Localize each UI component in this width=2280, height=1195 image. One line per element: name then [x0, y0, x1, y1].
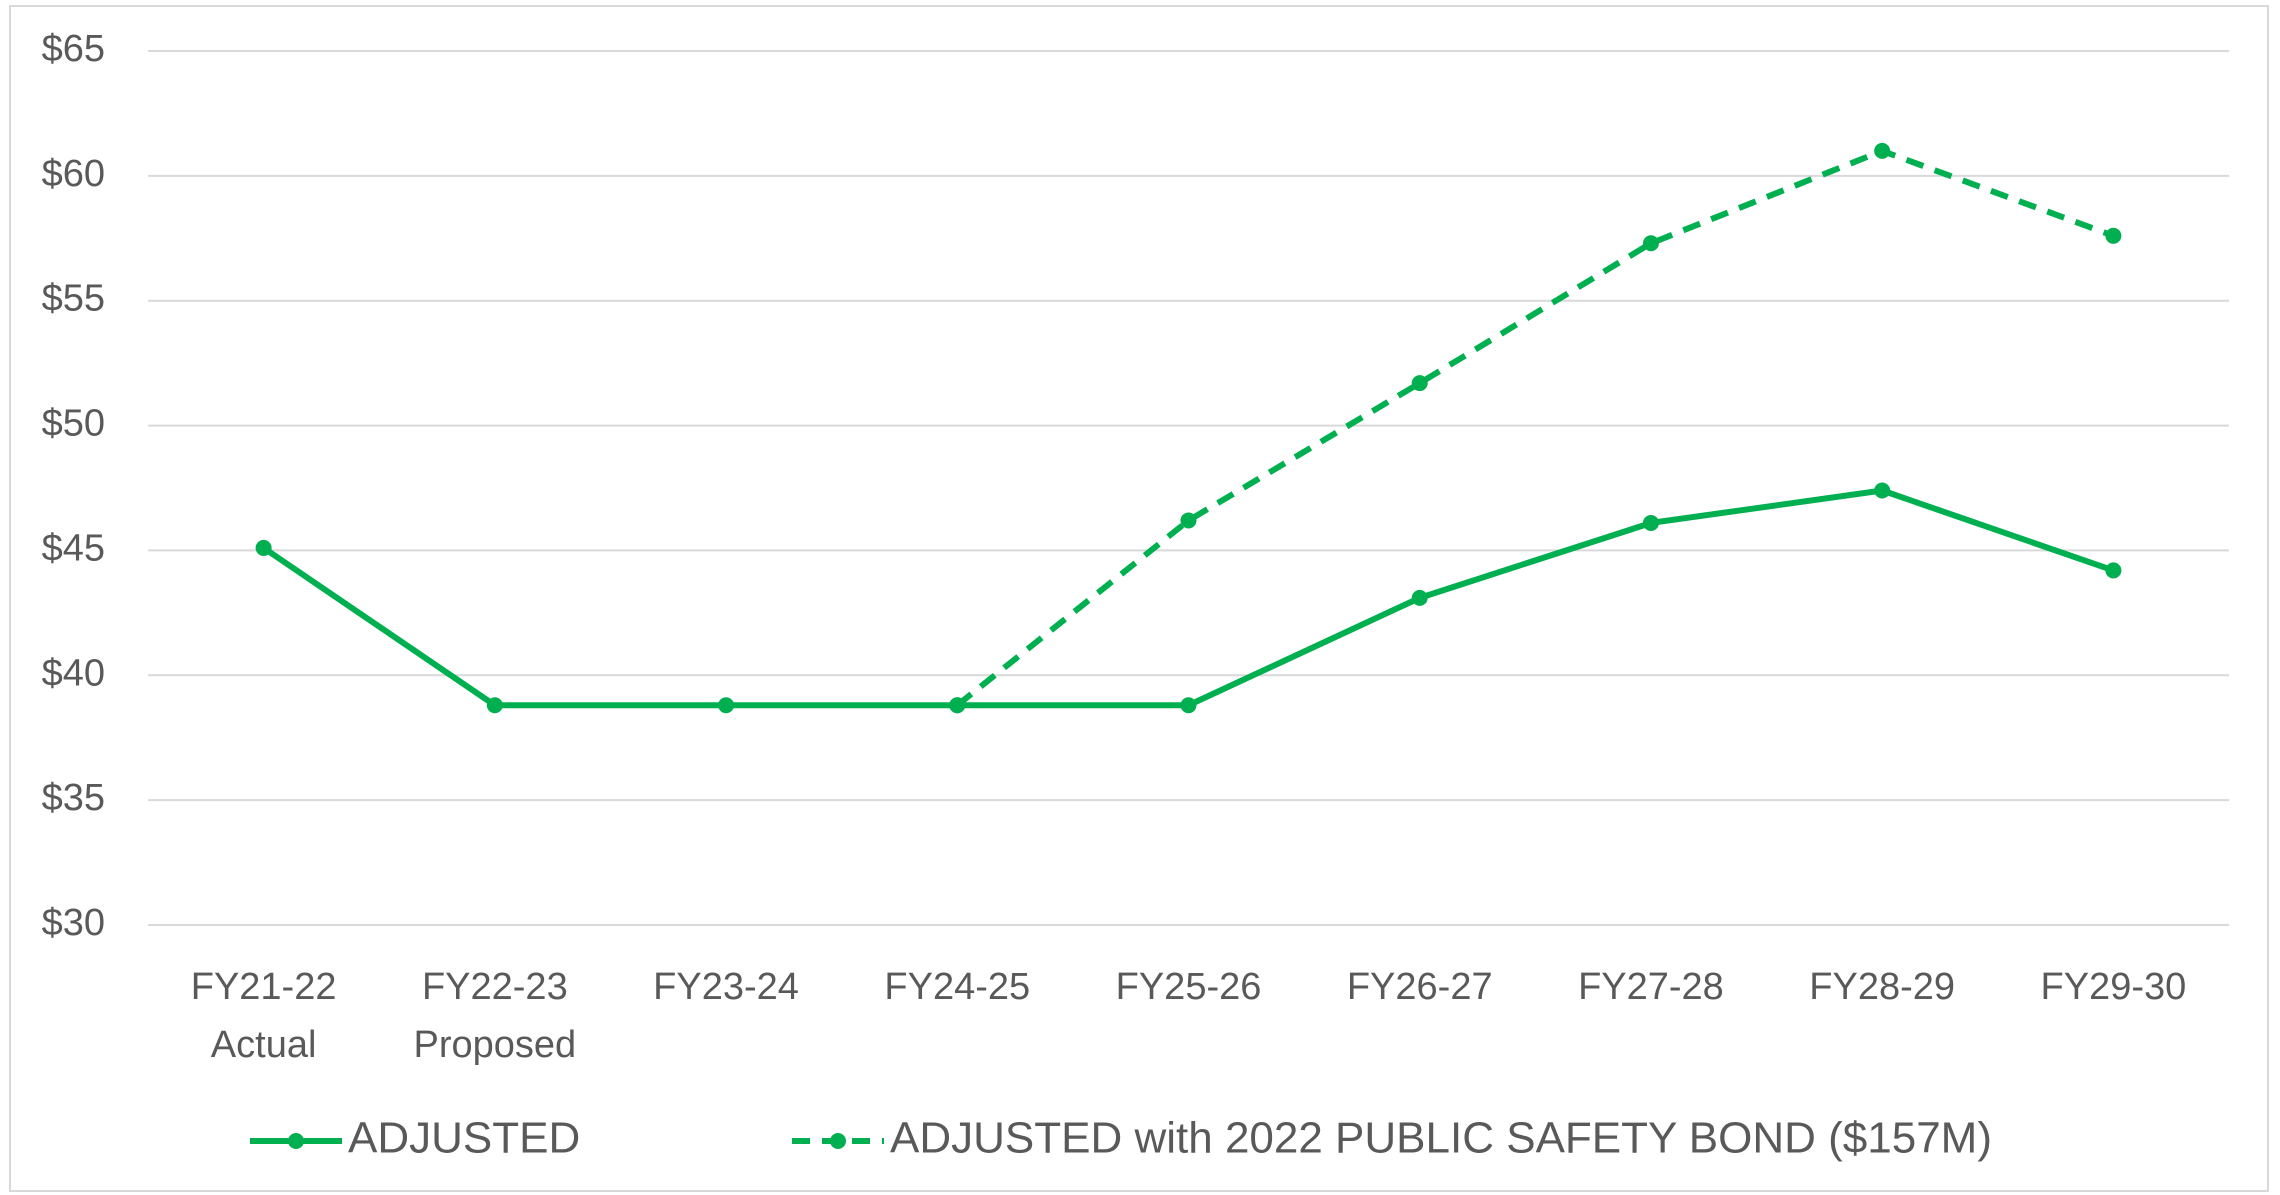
data-point [1874, 482, 1891, 499]
x-tick-label: FY21-22 Actual [190, 966, 337, 1066]
y-tick-label: $65 [42, 28, 105, 70]
x-tick-label: FY29-30 [2040, 966, 2187, 1008]
legend-marker [288, 1133, 304, 1149]
data-point [486, 697, 503, 714]
y-tick-label: $30 [42, 902, 105, 944]
x-tick-label: FY26-27 [1346, 966, 1493, 1008]
x-tick-label: FY27-28 [1578, 966, 1724, 1008]
data-point [1642, 235, 1659, 252]
data-point [1411, 375, 1428, 392]
y-tick-label: $40 [42, 652, 105, 694]
x-tick-label: FY25-26 [1115, 966, 1262, 1008]
x-tick-label: FY23-24 [653, 966, 799, 1008]
legend-marker [830, 1133, 846, 1149]
x-tick-label: FY22-23 Proposed [413, 966, 577, 1066]
data-point [1642, 514, 1659, 531]
y-tick-label: $55 [42, 278, 105, 320]
data-point [718, 697, 735, 714]
legend-label: ADJUSTED [348, 1114, 580, 1163]
x-tick-label: FY24-25 [884, 966, 1031, 1008]
data-point [2105, 227, 2122, 244]
data-point [1411, 589, 1428, 606]
x-tick-label: FY28-29 [1809, 966, 1956, 1008]
data-point [1180, 697, 1197, 714]
legend-label: ADJUSTED with 2022 PUBLIC SAFETY BOND ($… [890, 1114, 1992, 1163]
chart-border [9, 5, 2269, 1192]
data-point [949, 697, 966, 714]
y-tick-label: $35 [42, 777, 105, 819]
data-point [255, 539, 272, 556]
y-tick-label: $50 [42, 403, 105, 445]
y-tick-label: $45 [42, 527, 105, 569]
data-point [1180, 512, 1197, 529]
series-line [955, 147, 2115, 708]
y-tick-label: $60 [42, 153, 105, 195]
data-point [2105, 562, 2122, 579]
data-point [1874, 142, 1891, 159]
